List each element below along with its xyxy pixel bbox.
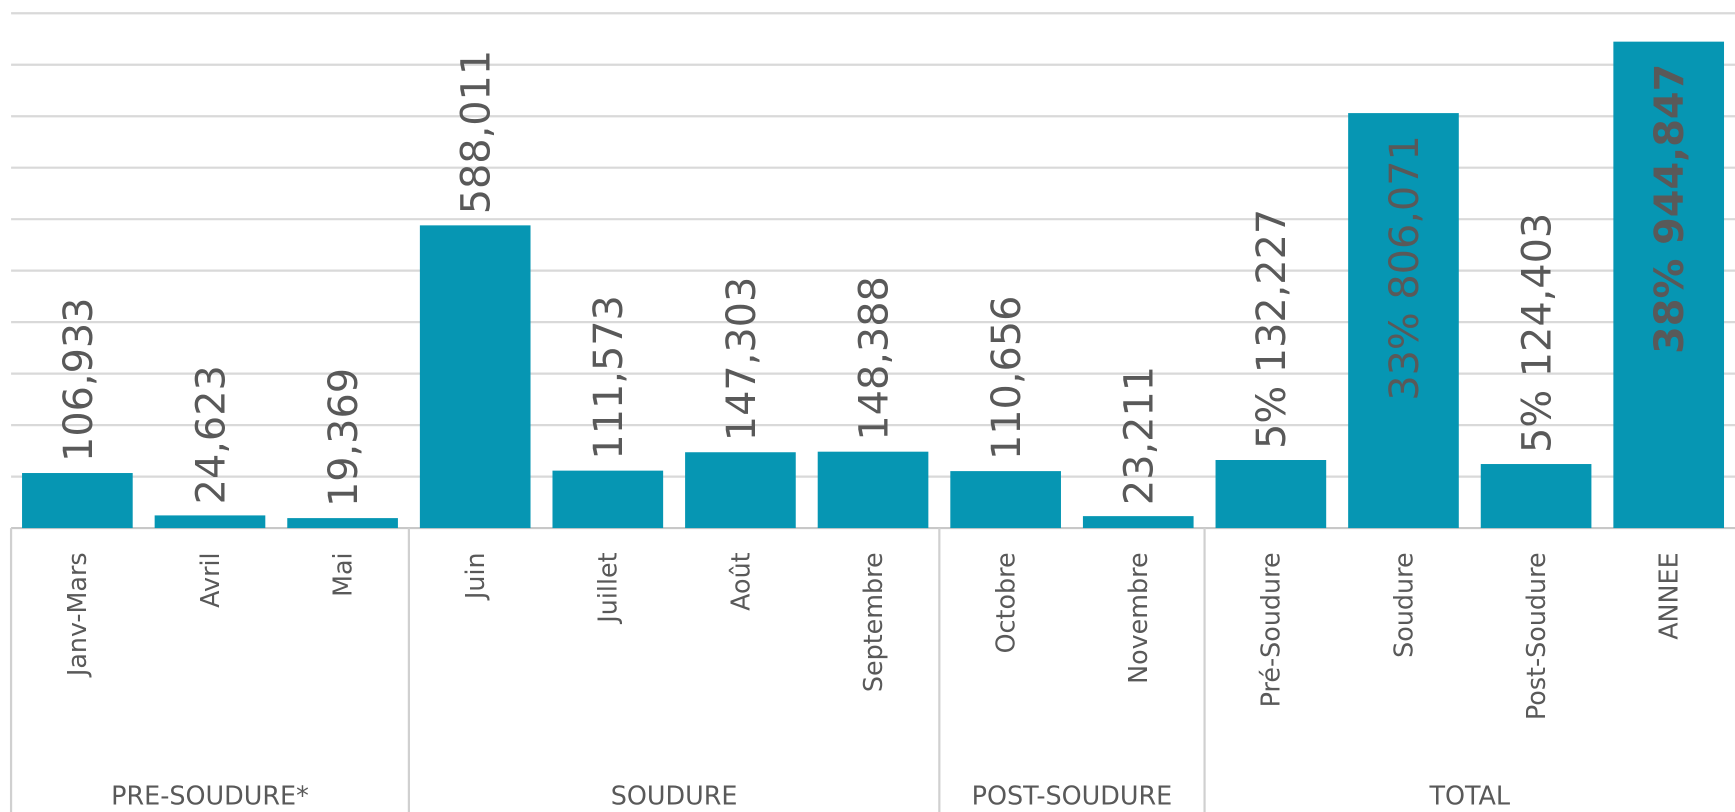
bar (1082, 516, 1194, 529)
x-tick-label: Pré-Soudure (1256, 552, 1286, 707)
x-tick-label: Juillet (593, 552, 623, 624)
data-label: 19,369 (321, 368, 367, 507)
data-label: 106,933 (56, 298, 102, 462)
x-tick-label: Soudure (1388, 552, 1418, 657)
bar (1480, 464, 1592, 529)
bar (817, 451, 929, 529)
x-tick-label: Janv-Mars (62, 552, 92, 678)
x-tick-label: Novembre (1123, 552, 1153, 684)
bar (1613, 41, 1725, 529)
group-label: POST-SOUDURE (972, 780, 1173, 810)
bar (154, 515, 266, 529)
bar (419, 225, 531, 529)
data-label: 110,656 (984, 296, 1030, 460)
data-label: 33% 806,071 (1382, 135, 1428, 400)
x-tick-label: Post-Soudure (1521, 552, 1551, 720)
data-label: 5% 124,403 (1514, 213, 1560, 453)
data-label: 588,011 (454, 50, 500, 214)
x-tick-label: Août (725, 552, 755, 611)
data-label: 23,211 (1117, 366, 1163, 505)
x-tick-label: Avril (195, 552, 225, 607)
x-tick-label: Octobre (990, 552, 1020, 653)
x-tick-label: Juin (460, 552, 490, 601)
bar (1348, 113, 1459, 529)
bar (287, 518, 398, 529)
group-label: PRE-SOUDURE* (111, 780, 309, 810)
bar (1215, 460, 1327, 529)
data-label: 147,303 (719, 277, 765, 441)
bar (552, 470, 664, 529)
group-label: SOUDURE (611, 780, 738, 810)
data-label: 111,573 (586, 295, 632, 459)
x-tick-label: Mai (327, 552, 357, 597)
data-label: 38% 944,847 (1647, 64, 1693, 354)
group-label: TOTAL (1428, 780, 1511, 810)
data-label: 24,623 (188, 365, 234, 504)
bar (950, 471, 1061, 529)
x-tick-label: ANNEE (1654, 552, 1684, 639)
bar (22, 473, 133, 529)
data-label: 5% 132,227 (1249, 209, 1295, 449)
x-tick-label: Septembre (858, 552, 888, 692)
bar (685, 452, 796, 529)
data-label: 148,388 (851, 276, 897, 440)
